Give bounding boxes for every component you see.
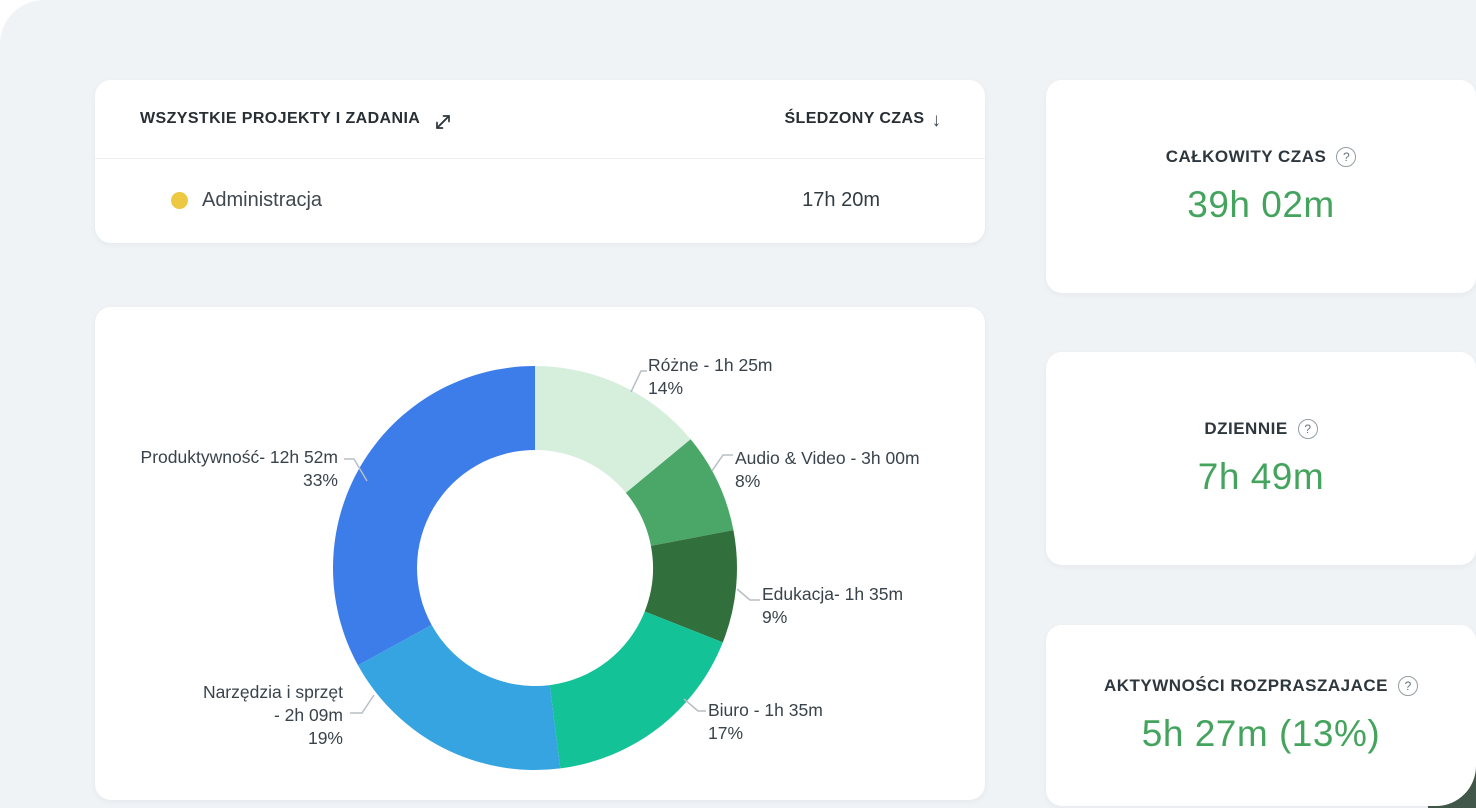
daily-label: DZIENNIE [1204,419,1288,438]
callout-connector [344,458,368,482]
donut-slice-4[interactable] [549,611,723,769]
donut-slice-1[interactable] [535,366,691,493]
project-color-dot [171,192,188,209]
projects-table-title: WSZYSTKIE PROJEKTY I ZADANIA [140,110,421,127]
donut-slice-2[interactable] [625,439,734,546]
donut-chart-card: Różne - 1h 25m 14% Audio & Video - 3h 00… [95,307,985,800]
daily-value: 7h 49m [1197,456,1325,497]
help-icon[interactable]: ? [1336,147,1357,167]
slice-label-edukacja: Edukacja- 1h 35m 9% [762,584,904,627]
callout-connector [630,370,647,393]
help-icon[interactable]: ? [1297,419,1318,439]
projects-table-header: WSZYSTKIE PROJEKTY I ZADANIA ŚLEDZONY CZ… [95,80,985,159]
stat-card-total-time: CAŁKOWITY CZAS ? 39h 02m [1046,80,1476,293]
projects-table-card: WSZYSTKIE PROJEKTY I ZADANIA ŚLEDZONY CZ… [95,80,985,243]
slice-label-narzedzia: Narzędzia i sprzęt - 2h 09m 19% [202,682,343,748]
stat-card-distracting-activities: AKTYWNOŚCI ROZPRASZAJACE ? 5h 27m (13%) [1046,625,1476,806]
callout-connector [736,588,760,601]
distracting-activities-label: AKTYWNOŚCI ROZPRASZAJACE [1103,676,1388,695]
project-row[interactable]: Administracja 17h 20m [95,159,985,242]
donut-chart [333,366,760,771]
slice-label-rozne: Różne - 1h 25m 14% [648,355,773,398]
expand-icon[interactable] [432,111,454,133]
tracked-time-label: ŚLEDZONY CZAS [784,110,925,127]
callout-connector [350,694,375,714]
donut-slice-6[interactable] [333,366,535,666]
slice-label-audio-video: Audio & Video - 3h 00m 8% [735,448,920,491]
project-tracked-time: 17h 20m [802,189,880,211]
help-icon[interactable]: ? [1398,676,1418,696]
sort-descending-icon[interactable]: ↓ [931,109,942,131]
donut-slice-5[interactable] [357,624,561,771]
donut-slice-3[interactable] [644,530,737,643]
total-time-value: 39h 02m [1187,184,1335,225]
callout-connector [683,698,706,712]
distracting-activities-value: 5h 27m (13%) [1141,713,1381,754]
total-time-label: CAŁKOWITY CZAS [1165,147,1327,166]
callout-connector [711,454,733,472]
slice-label-produktywnosc: Produktywność- 12h 52m 33% [140,447,338,490]
slice-label-biuro: Biuro - 1h 35m 17% [708,700,823,743]
tracked-time-column-header[interactable]: ŚLEDZONY CZAS ↓ [784,109,942,131]
project-name: Administracja [202,189,323,211]
stat-card-daily: DZIENNIE ? 7h 49m [1046,352,1476,565]
